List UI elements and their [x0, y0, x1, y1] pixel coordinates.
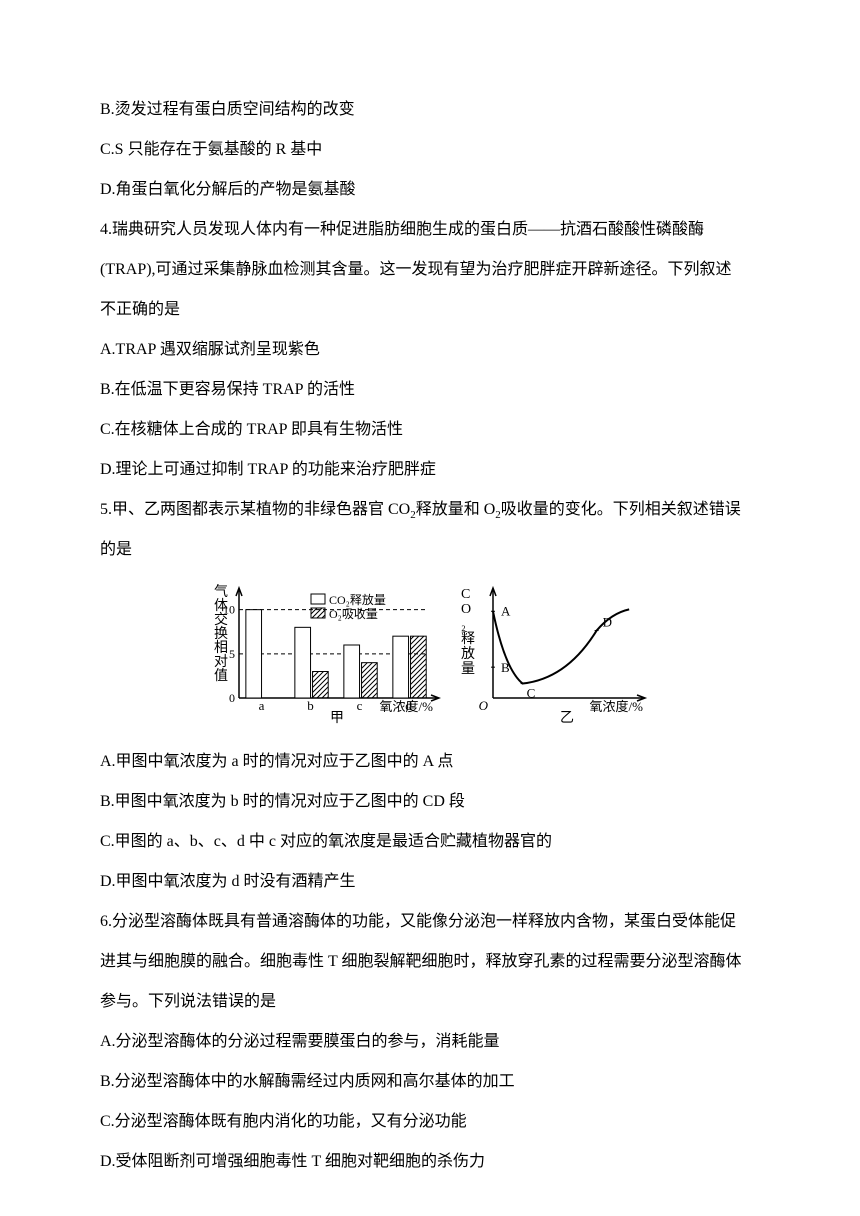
option-text: B.分泌型溶酶体中的水解酶需经过内质网和高尔基体的加工 — [100, 1062, 760, 1102]
svg-text:量: 量 — [461, 661, 475, 677]
svg-text:相: 相 — [214, 640, 228, 656]
svg-text:C: C — [527, 686, 536, 701]
svg-text:对: 对 — [214, 654, 228, 670]
svg-text:值: 值 — [214, 668, 228, 684]
svg-text:放: 放 — [461, 646, 475, 662]
svg-text:5: 5 — [229, 647, 235, 661]
question-stem: 参与。下列说法错误的是 — [100, 982, 760, 1022]
option-text: C.S 只能存在于氨基酸的 R 基中 — [100, 130, 760, 170]
option-text: D.角蛋白氧化分解后的产物是氨基酸 — [100, 170, 760, 210]
svg-text:b: b — [307, 698, 314, 713]
option-text: A.分泌型溶酶体的分泌过程需要膜蛋白的参与，消耗能量 — [100, 1022, 760, 1062]
svg-text:D: D — [603, 615, 612, 630]
svg-text:换: 换 — [214, 625, 228, 642]
svg-text:a: a — [259, 698, 265, 713]
figure-row: 气体交换相对值0510CO₂释放量O₂吸收量abcd氧浓度/%甲 CO₂释放量O… — [100, 584, 760, 728]
svg-text:释: 释 — [461, 631, 475, 647]
svg-text:CO₂释放量: CO₂释放量 — [329, 592, 386, 607]
svg-text:10: 10 — [223, 603, 235, 617]
svg-text:氧浓度/%: 氧浓度/% — [380, 699, 434, 714]
svg-text:A: A — [501, 603, 511, 618]
svg-text:B: B — [501, 660, 510, 675]
question-stem: 4.瑞典研究人员发现人体内有一种促进脂肪细胞生成的蛋白质——抗酒石酸酸性磷酸酶 — [100, 210, 760, 250]
question-stem: 6.分泌型溶酶体既具有普通溶酶体的功能，又能像分泌泡一样释放内含物，某蛋白受体能… — [100, 902, 760, 942]
option-text: B.烫发过程有蛋白质空间结构的改变 — [100, 90, 760, 130]
svg-text:乙: 乙 — [560, 710, 574, 724]
svg-text:O₂吸收量: O₂吸收量 — [329, 607, 378, 621]
option-text: C.在核糖体上合成的 TRAP 即具有生物活性 — [100, 410, 760, 450]
svg-text:0: 0 — [229, 691, 235, 705]
svg-text:C: C — [461, 587, 470, 602]
question-stem: (TRAP),可通过采集静脉血检测其含量。这一发现有望为治疗肥胖症开辟新途径。下… — [100, 250, 760, 290]
svg-text:甲: 甲 — [330, 711, 344, 724]
option-text: B.在低温下更容易保持 TRAP 的活性 — [100, 370, 760, 410]
option-text: A.甲图中氧浓度为 a 时的情况对应于乙图中的 A 点 — [100, 742, 760, 782]
question-stem: 的是 — [100, 530, 760, 570]
option-text: D.受体阻断剂可增强细胞毒性 T 细胞对靶细胞的杀伤力 — [100, 1142, 760, 1182]
option-text: B.甲图中氧浓度为 b 时的情况对应于乙图中的 CD 段 — [100, 782, 760, 822]
option-text: C.甲图的 a、b、c、d 中 c 对应的氧浓度是最适合贮藏植物器官的 — [100, 822, 760, 862]
option-text: D.理论上可通过抑制 TRAP 的功能来治疗肥胖症 — [100, 450, 760, 490]
svg-text:c: c — [357, 698, 363, 713]
svg-text:氧浓度/%: 氧浓度/% — [590, 699, 644, 714]
svg-text:气: 气 — [214, 584, 228, 600]
svg-text:O: O — [479, 698, 489, 713]
chart-2-line: CO₂释放量OABCD氧浓度/%乙 — [459, 584, 649, 728]
option-text: A.TRAP 遇双缩脲试剂呈现紫色 — [100, 330, 760, 370]
chart-1-bar: 气体交换相对值0510CO₂释放量O₂吸收量abcd氧浓度/%甲 — [211, 584, 441, 728]
question-stem: 5.甲、乙两图都表示某植物的非绿色器官 CO2释放量和 O2吸收量的变化。下列相… — [100, 490, 760, 530]
option-text: D.甲图中氧浓度为 d 时没有酒精产生 — [100, 862, 760, 902]
option-text: C.分泌型溶酶体既有胞内消化的功能，又有分泌功能 — [100, 1102, 760, 1142]
question-stem: 不正确的是 — [100, 290, 760, 330]
svg-text:₂: ₂ — [461, 617, 466, 632]
svg-text:O: O — [461, 602, 471, 617]
question-stem: 进其与细胞膜的融合。细胞毒性 T 细胞裂解靶细胞时，释放穿孔素的过程需要分泌型溶… — [100, 942, 760, 982]
